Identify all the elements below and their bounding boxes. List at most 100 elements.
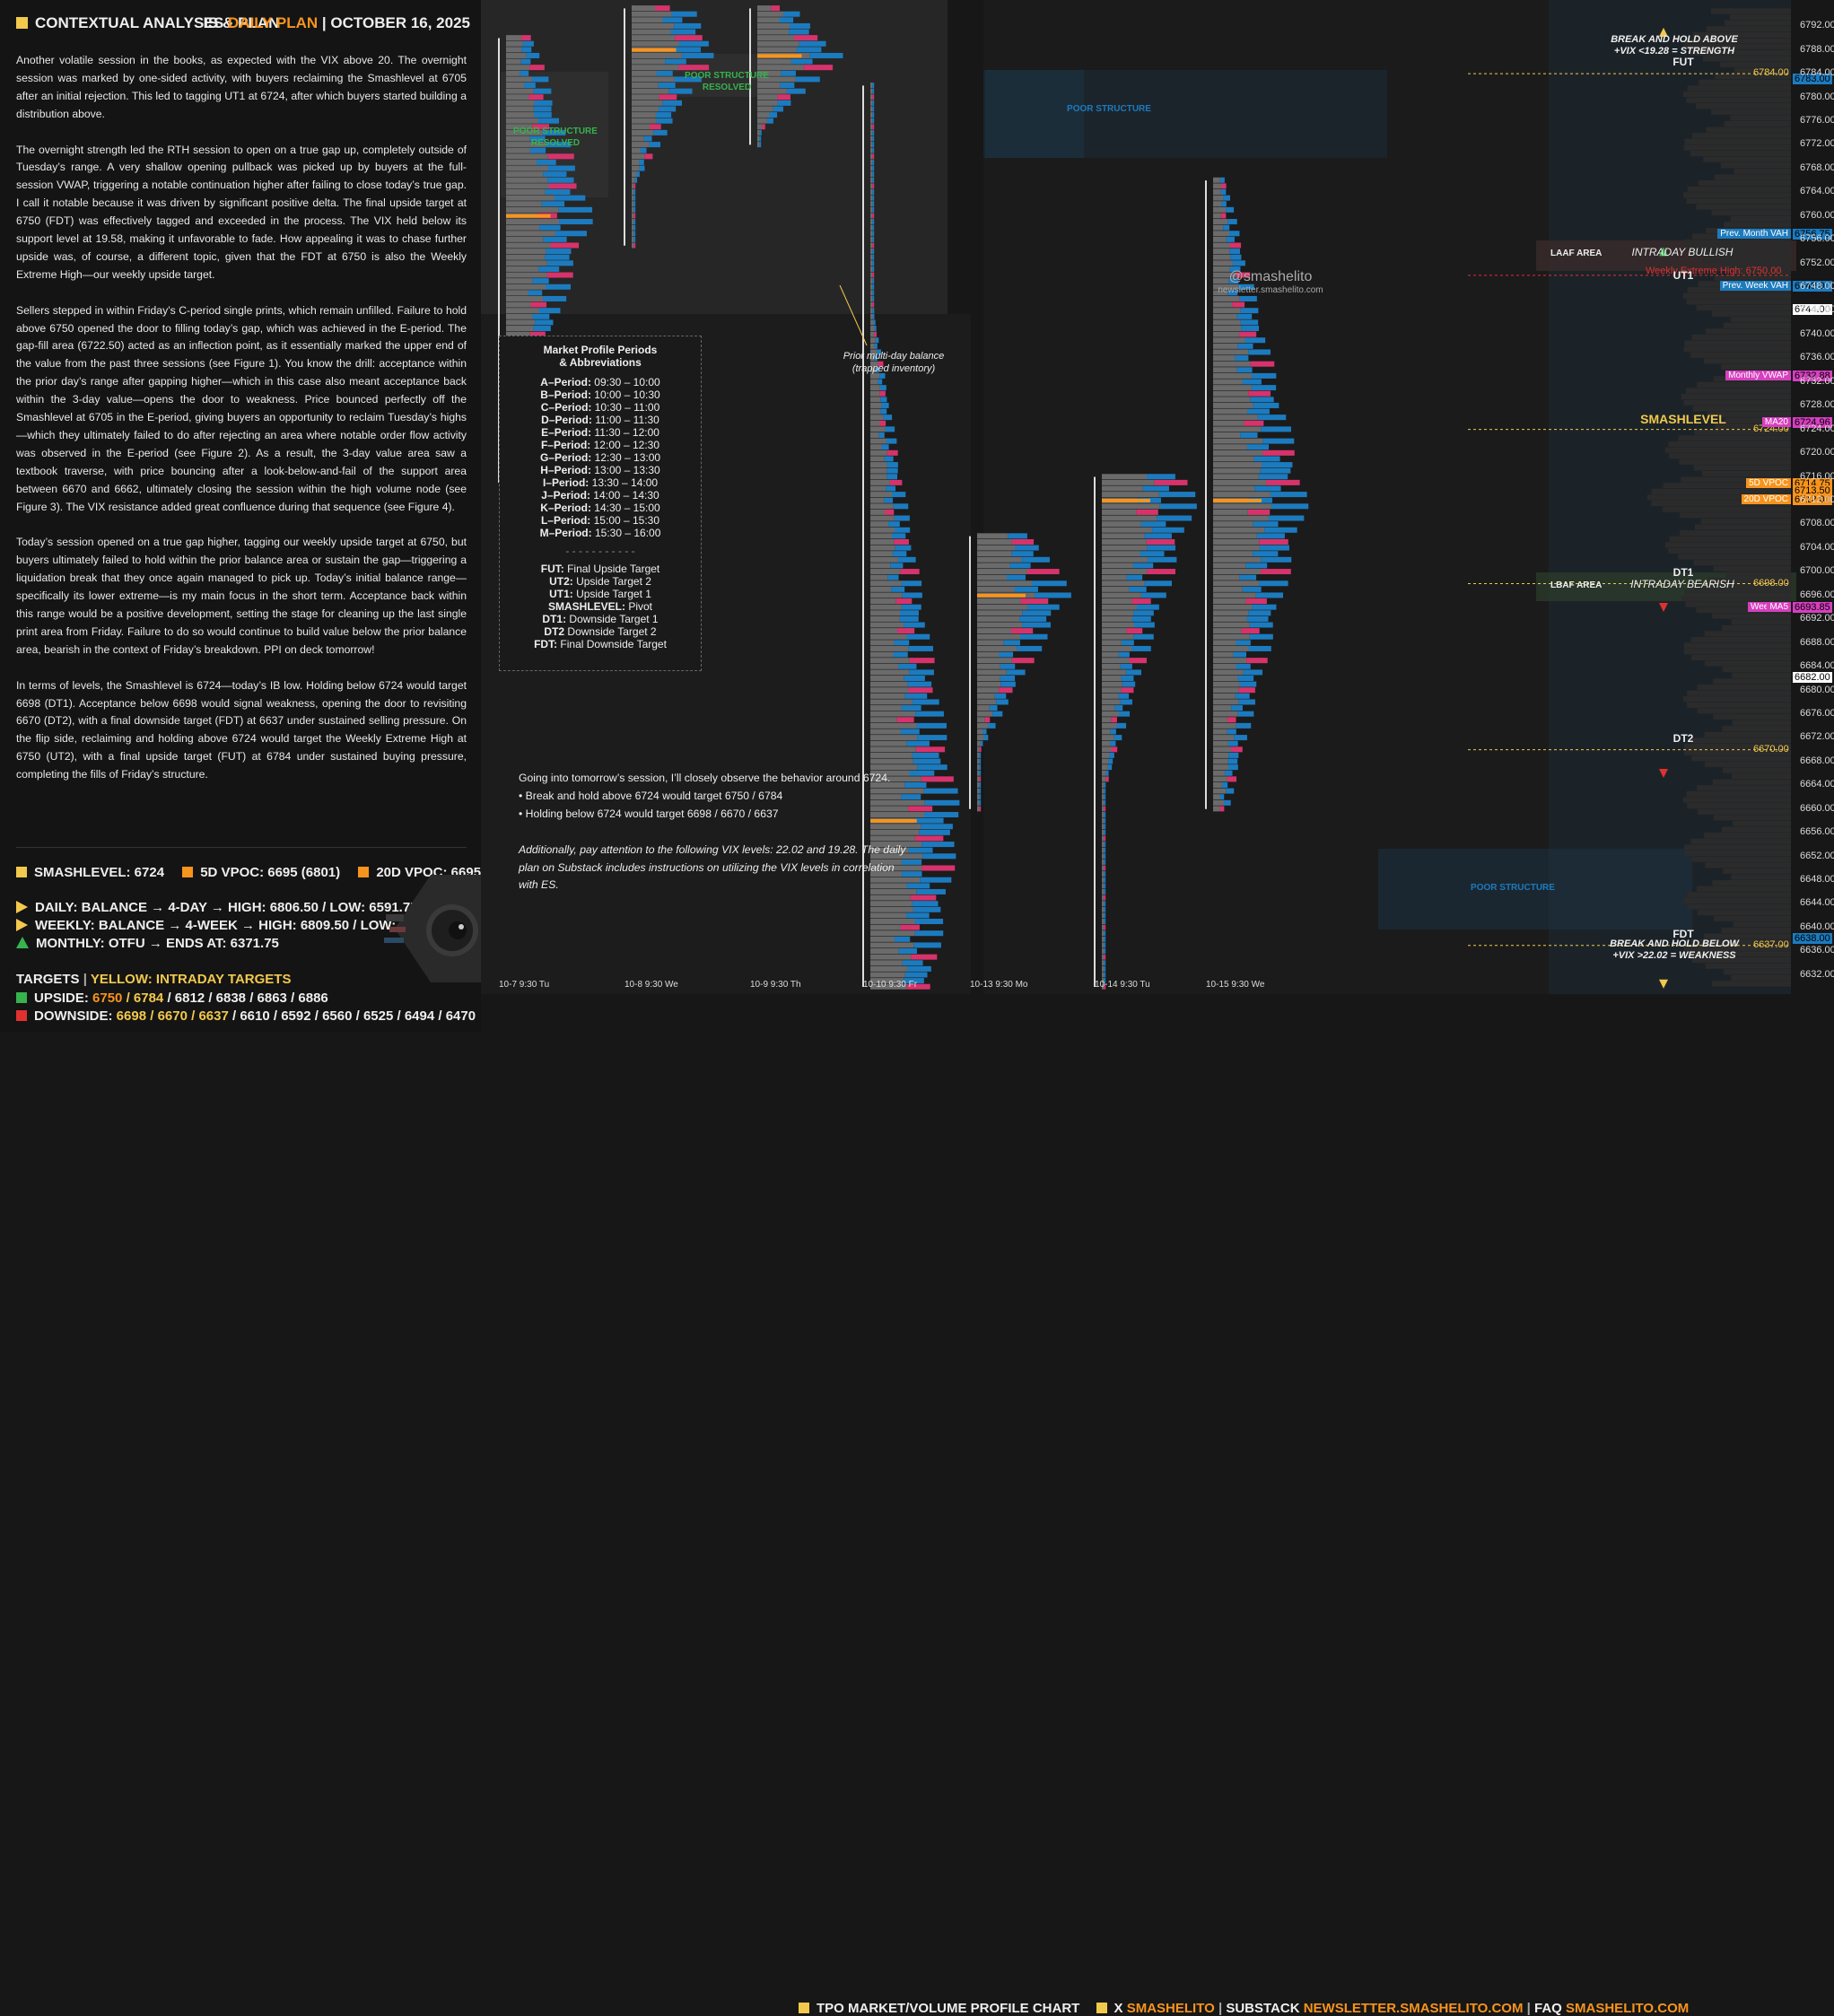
slash: / xyxy=(191,1008,196,1024)
tpo-bar xyxy=(632,195,634,201)
volume-bar xyxy=(633,188,636,195)
volume-bar xyxy=(1022,622,1051,628)
upside-rest: / 6812 / 6838 / 6863 / 6886 xyxy=(167,991,328,1006)
composite-volume-bar xyxy=(1713,815,1791,821)
downside-intraday-3: 6637 xyxy=(198,1008,229,1024)
panel-title: CONTEXTUAL ANALYSIS & PLAN xyxy=(35,14,280,31)
tpo-bar xyxy=(870,331,875,337)
volume-bar xyxy=(786,88,806,94)
tpo-bar xyxy=(870,842,922,848)
tpo-bar xyxy=(1213,746,1232,753)
composite-volume-bar xyxy=(1663,483,1791,489)
volume-bar xyxy=(872,266,875,272)
composite-volume-bar xyxy=(1723,868,1791,874)
composite-volume-bar xyxy=(1681,394,1791,400)
tpo-bar xyxy=(1213,319,1241,326)
volume-bar xyxy=(979,799,982,806)
x-handle-link[interactable]: SMASHELITO xyxy=(1126,2001,1215,2016)
tpo-bar xyxy=(1102,740,1111,746)
tpo-bar xyxy=(1213,681,1240,687)
faq-label: FAQ xyxy=(1534,2001,1562,2016)
legend-abbrev-row: FUT: Final Upside Target xyxy=(500,563,701,575)
volume-bar xyxy=(1236,272,1251,278)
volume-bar xyxy=(916,722,947,729)
tpo-bar xyxy=(1102,479,1155,485)
tpo-bar xyxy=(757,88,787,94)
volume-bar xyxy=(759,135,762,142)
play-icon xyxy=(16,919,28,931)
yellow-square-icon xyxy=(1096,2003,1107,2013)
volume-bar xyxy=(1133,610,1154,616)
composite-volume-bar xyxy=(1683,399,1791,406)
tpo-chart[interactable]: Market Profile Periods & Abbreviations A… xyxy=(481,0,1834,1032)
composite-volume-bar xyxy=(1651,501,1791,507)
composite-volume-bar xyxy=(1687,702,1791,708)
tpo-bar xyxy=(1102,675,1122,681)
tpo-bar xyxy=(870,254,873,260)
tpo-bar xyxy=(1213,752,1229,758)
upside-label: UPSIDE: xyxy=(34,991,89,1006)
tpo-bar xyxy=(870,758,913,764)
period-key: E–Period: xyxy=(541,426,592,439)
tpo-bar xyxy=(870,284,873,290)
faq-link[interactable]: SMASHELITO.COM xyxy=(1566,2001,1690,2016)
volume-bar xyxy=(979,788,982,794)
volume-bar xyxy=(900,569,920,575)
volume-bar xyxy=(881,444,889,450)
tpo-bar xyxy=(870,853,923,860)
tpo-bar xyxy=(506,106,534,112)
volume-bar xyxy=(1131,615,1151,622)
tpo-bar xyxy=(870,438,886,444)
tpo-bar xyxy=(870,633,907,640)
tpo-bar xyxy=(1102,877,1105,883)
tpo-bar xyxy=(1102,770,1106,776)
volume-bar xyxy=(894,538,909,545)
tpo-bar xyxy=(870,735,918,741)
volume-bar xyxy=(1227,764,1238,771)
tpo-bar xyxy=(1213,402,1253,408)
indicator-price-tag: 6783.00 xyxy=(1793,73,1832,84)
volume-bar xyxy=(1240,319,1259,326)
volume-bar xyxy=(1239,295,1257,301)
composite-volume-bar xyxy=(1697,381,1791,388)
composite-volume-bar xyxy=(1693,465,1791,471)
volume-bar xyxy=(1253,456,1280,462)
volume-bar xyxy=(781,70,796,76)
tpo-bar xyxy=(1102,776,1106,782)
volume-bar xyxy=(1231,746,1243,753)
substack-link[interactable]: NEWSLETTER.SMASHELITO.COM xyxy=(1303,2001,1524,2016)
tpo-bar xyxy=(870,88,873,94)
tpo-bar xyxy=(870,301,873,308)
indicator-label: 5D VPOC xyxy=(1746,477,1791,488)
composite-volume-bar xyxy=(1683,797,1791,803)
tpo-bar xyxy=(1102,492,1159,498)
volume-bar xyxy=(653,129,668,135)
period-key: F–Period: xyxy=(540,439,591,451)
volume-bar xyxy=(1243,669,1263,676)
volume-bar xyxy=(901,580,922,587)
volume-bar xyxy=(872,142,875,148)
brand-url: newsletter.smashelito.com xyxy=(1218,285,1323,295)
tpo-bar xyxy=(1213,699,1239,705)
indicator-label: Prev. Month VAH xyxy=(1717,229,1791,240)
volume-bar xyxy=(906,740,930,746)
tpo-bar xyxy=(506,284,546,290)
volume-bar xyxy=(872,165,875,171)
y-tick-label: 6664.00 xyxy=(1800,779,1834,790)
composite-volume-bar xyxy=(1731,874,1791,880)
tpo-bar xyxy=(1213,711,1238,717)
tpo-bar xyxy=(1213,308,1241,314)
volume-bar xyxy=(979,781,982,788)
weekly-row: WEEKLY: BALANCE → 4-WEEK → HIGH: 6809.50… xyxy=(16,918,449,933)
tpo-bar xyxy=(870,859,902,865)
tpo-bar xyxy=(632,159,640,165)
tpo-bar xyxy=(1213,770,1226,776)
tpo-bar xyxy=(870,112,873,118)
volume-bar xyxy=(901,604,921,610)
tpo-bar xyxy=(977,615,1020,622)
abbrev-key: SMASHLEVEL: xyxy=(547,600,625,613)
tpo-bar xyxy=(870,224,873,231)
tpo-bar xyxy=(1102,717,1112,723)
volume-bar xyxy=(872,278,875,284)
abbrev-desc: Downside Target 1 xyxy=(566,613,659,625)
